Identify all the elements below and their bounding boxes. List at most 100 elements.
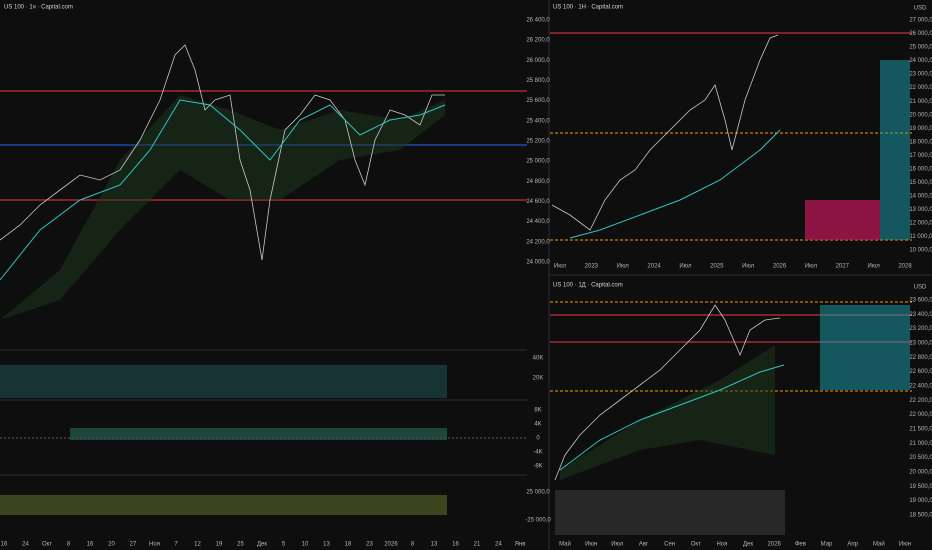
sub-label: 4K <box>534 422 541 428</box>
time-label: Июл <box>868 264 881 270</box>
price-line <box>554 304 781 481</box>
time-label: Окт <box>691 542 701 548</box>
price-label: 19 000,0 <box>909 498 932 504</box>
time-label: Май <box>873 541 885 548</box>
time-label: Июн <box>585 542 597 548</box>
time-label: 16 <box>452 542 459 548</box>
price-label: 26 200,0 <box>526 38 550 44</box>
time-label: 27 <box>130 542 137 548</box>
oscillator-area <box>70 428 447 440</box>
price-label: 16 000,0 <box>909 166 932 172</box>
time-label: 13 <box>323 542 330 548</box>
price-label: 20 500,0 <box>909 455 932 461</box>
time-label: 2026 <box>384 542 398 548</box>
time-label: 25 <box>237 542 244 548</box>
price-label: 25 000,0 <box>909 45 932 51</box>
price-label: 24 400,0 <box>526 219 550 225</box>
time-label: Июл <box>805 264 818 270</box>
sub-label: -8K <box>533 464 542 470</box>
time-label: Июл <box>617 264 630 270</box>
time-label: Мар <box>821 542 833 548</box>
time-label: 16 <box>87 542 94 548</box>
price-label: 23 200,0 <box>909 326 932 332</box>
price-label: 23 000,0 <box>909 72 932 78</box>
sub-label: 8K <box>534 408 541 414</box>
time-label: Апр <box>847 542 858 548</box>
price-label: 23 400,0 <box>909 312 932 318</box>
price-label: 11 000,0 <box>910 234 932 240</box>
price-label: 26 000,0 <box>909 31 932 37</box>
volume-profile <box>820 305 910 390</box>
price-label: 23 000,0 <box>909 341 932 347</box>
time-label: 24 <box>22 542 29 548</box>
band <box>0 95 445 320</box>
price-label: 19 000,0 <box>909 126 932 132</box>
price-label: 25 600,0 <box>526 98 550 104</box>
price-label: 26 400,0 <box>526 18 550 24</box>
time-label: 8 <box>67 542 71 548</box>
price-label: 21 000,0 <box>909 441 932 447</box>
time-label: Фев <box>795 542 806 548</box>
price-label: 20 000,0 <box>909 112 932 118</box>
time-label: Окт <box>42 542 52 548</box>
time-label: Июн <box>899 542 911 548</box>
sub-label: 40K <box>533 356 544 362</box>
price-label: 26 000,0 <box>526 58 550 64</box>
panel-title: US 100 · 1Н · Capital.com <box>553 5 623 11</box>
time-label: Ноя <box>149 542 160 548</box>
price-label: 24 000,0 <box>909 58 932 64</box>
time-label: Авг <box>639 542 649 548</box>
volume-profile <box>880 60 910 240</box>
time-label: Ноя <box>716 542 727 548</box>
time-label: 24 <box>495 542 502 548</box>
volume-profile <box>805 200 880 240</box>
sub-label: -25 000,0 <box>525 518 551 524</box>
price-label: 17 000,0 <box>909 153 932 159</box>
moving-average <box>569 129 781 239</box>
moving-average <box>0 99 446 281</box>
price-label: 27 000,0 <box>909 18 932 24</box>
panel-title: US 100 · 1ч · Capital.com <box>4 5 73 11</box>
price-label: 24 800,0 <box>526 179 550 185</box>
price-label: 25 400,0 <box>526 118 550 124</box>
time-label: 2023 <box>585 264 599 270</box>
time-label: 7 <box>174 542 178 548</box>
axis-labels: 26 400,0 26 200,0 26 000,0 25 800,0 25 600,0… <box>1 18 932 548</box>
sub-label: -4K <box>533 450 542 456</box>
volume-area <box>555 490 785 535</box>
sub-label: 20K <box>533 376 544 382</box>
price-label: 25 000,0 <box>526 159 550 165</box>
price-label: 22 800,0 <box>909 355 932 361</box>
time-label: Июл <box>679 264 692 270</box>
price-label: 22 000,0 <box>909 85 932 91</box>
time-label: 23 <box>366 542 373 548</box>
time-label: Дек <box>257 542 267 548</box>
price-label: 25 800,0 <box>526 78 550 84</box>
volume-area <box>0 365 447 398</box>
currency: USD <box>914 285 927 291</box>
price-label: 22 400,0 <box>909 384 932 390</box>
time-label: Июл <box>554 264 567 270</box>
time-label: Июл <box>611 542 624 548</box>
time-label: Янв <box>515 542 526 548</box>
price-label: 22 200,0 <box>909 398 932 404</box>
time-label: 2027 <box>836 264 850 270</box>
price-label: 15 000,0 <box>909 180 932 186</box>
price-label: 24 600,0 <box>526 199 550 205</box>
price-label: 24 000,0 <box>526 260 550 266</box>
time-label: 19 <box>216 542 223 548</box>
oscillator-area <box>0 495 447 515</box>
time-label: 21 <box>474 542 481 548</box>
price-label: 18 500,0 <box>909 513 932 519</box>
time-label: 5 <box>282 542 286 548</box>
price-line <box>551 34 779 231</box>
time-label: 18 <box>345 542 352 548</box>
price-label: 12 000,0 <box>909 221 932 227</box>
price-label: 20 000,0 <box>909 470 932 476</box>
price-label: 22 600,0 <box>909 369 932 375</box>
time-label: Дек <box>743 542 753 548</box>
price-label: 24 200,0 <box>526 239 550 245</box>
price-label: 14 000,0 <box>909 193 932 199</box>
band <box>560 345 775 480</box>
panel-title: US 100 · 1Д · Capital.com <box>553 283 623 289</box>
